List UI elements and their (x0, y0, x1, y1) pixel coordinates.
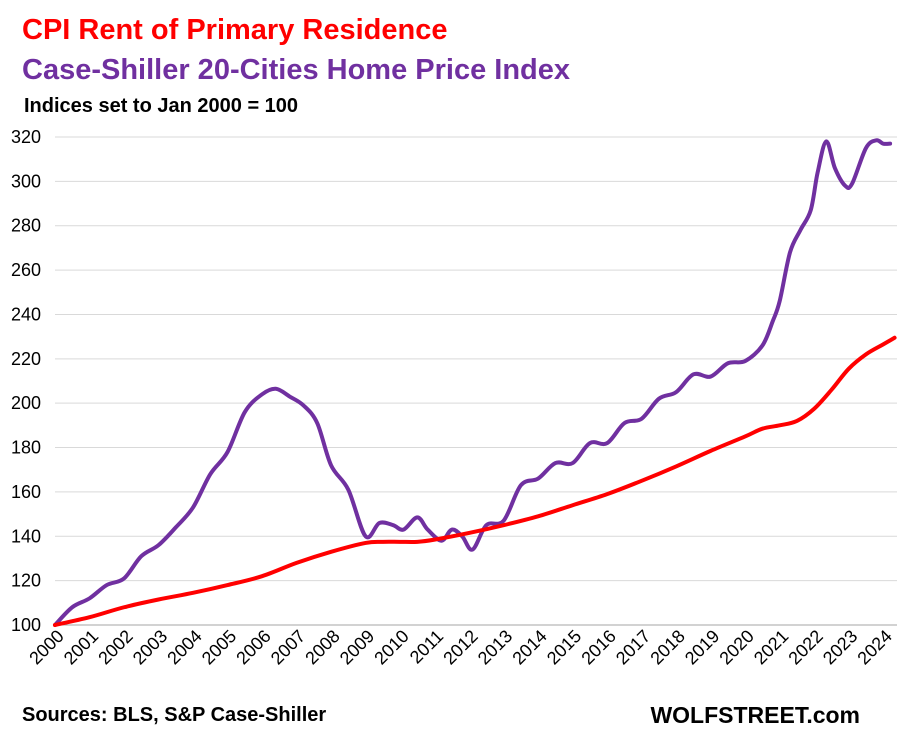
x-tick-label-2023: 2023 (819, 626, 861, 668)
x-tick-label-2012: 2012 (439, 626, 481, 668)
series-lines (53, 138, 897, 627)
x-tick-label-2022: 2022 (784, 626, 826, 668)
x-tick-label-2004: 2004 (163, 626, 205, 668)
chart-title-cpi-rent: CPI Rent of Primary Residence (22, 14, 448, 46)
x-tick-label-2010: 2010 (370, 626, 412, 668)
chart-title-case-shiller: Case-Shiller 20-Cities Home Price Index (22, 54, 570, 86)
chart-subtitle: Indices set to Jan 2000 = 100 (24, 95, 299, 117)
series-line-cpi-rent (53, 335, 897, 627)
x-tick-labels: 2000200120022003200420052006200720082009… (25, 626, 896, 668)
x-tick-label-2019: 2019 (681, 626, 723, 668)
y-tick-label-240: 240 (11, 304, 41, 324)
x-tick-label-2018: 2018 (646, 626, 688, 668)
series-line-case-shiller (53, 138, 893, 627)
y-tick-label-180: 180 (11, 438, 41, 458)
y-tick-label-100: 100 (11, 615, 41, 635)
x-tick-label-2008: 2008 (301, 626, 343, 668)
y-tick-labels: 100 120 140 160 180 200 220 240 260 280 300 320 (11, 127, 41, 635)
x-tick-label-2024: 2024 (853, 626, 895, 668)
x-tick-label-2016: 2016 (577, 626, 619, 668)
x-tick-label-2013: 2013 (474, 626, 516, 668)
x-tick-label-2003: 2003 (129, 626, 171, 668)
x-tick-label-2021: 2021 (750, 626, 792, 668)
x-tick-label-2020: 2020 (715, 626, 757, 668)
gridlines (55, 136, 897, 582)
x-tick-label-2011: 2011 (406, 626, 448, 668)
x-tick-label-2015: 2015 (543, 626, 585, 668)
x-tick-label-2007: 2007 (267, 626, 309, 668)
x-tick-label-2001: 2001 (60, 626, 102, 668)
x-tick-label-2005: 2005 (198, 626, 240, 668)
y-tick-label-120: 120 (11, 571, 41, 591)
x-tick-label-2009: 2009 (336, 626, 378, 668)
y-tick-label-220: 220 (11, 349, 41, 369)
y-tick-label-280: 280 (11, 216, 41, 236)
brand-watermark: WOLFSTREET.com (650, 702, 860, 728)
y-tick-label-200: 200 (11, 393, 41, 413)
x-tick-label-2014: 2014 (508, 626, 550, 668)
y-tick-label-320: 320 (11, 127, 41, 147)
x-tick-label-2002: 2002 (94, 626, 136, 668)
y-tick-label-140: 140 (11, 526, 41, 546)
y-tick-label-160: 160 (11, 482, 41, 502)
x-tick-label-2017: 2017 (612, 626, 654, 668)
x-tick-label-2006: 2006 (232, 626, 274, 668)
y-tick-label-260: 260 (11, 260, 41, 280)
source-note: Sources: BLS, S&P Case-Shiller (22, 704, 327, 726)
y-tick-label-300: 300 (11, 171, 41, 191)
